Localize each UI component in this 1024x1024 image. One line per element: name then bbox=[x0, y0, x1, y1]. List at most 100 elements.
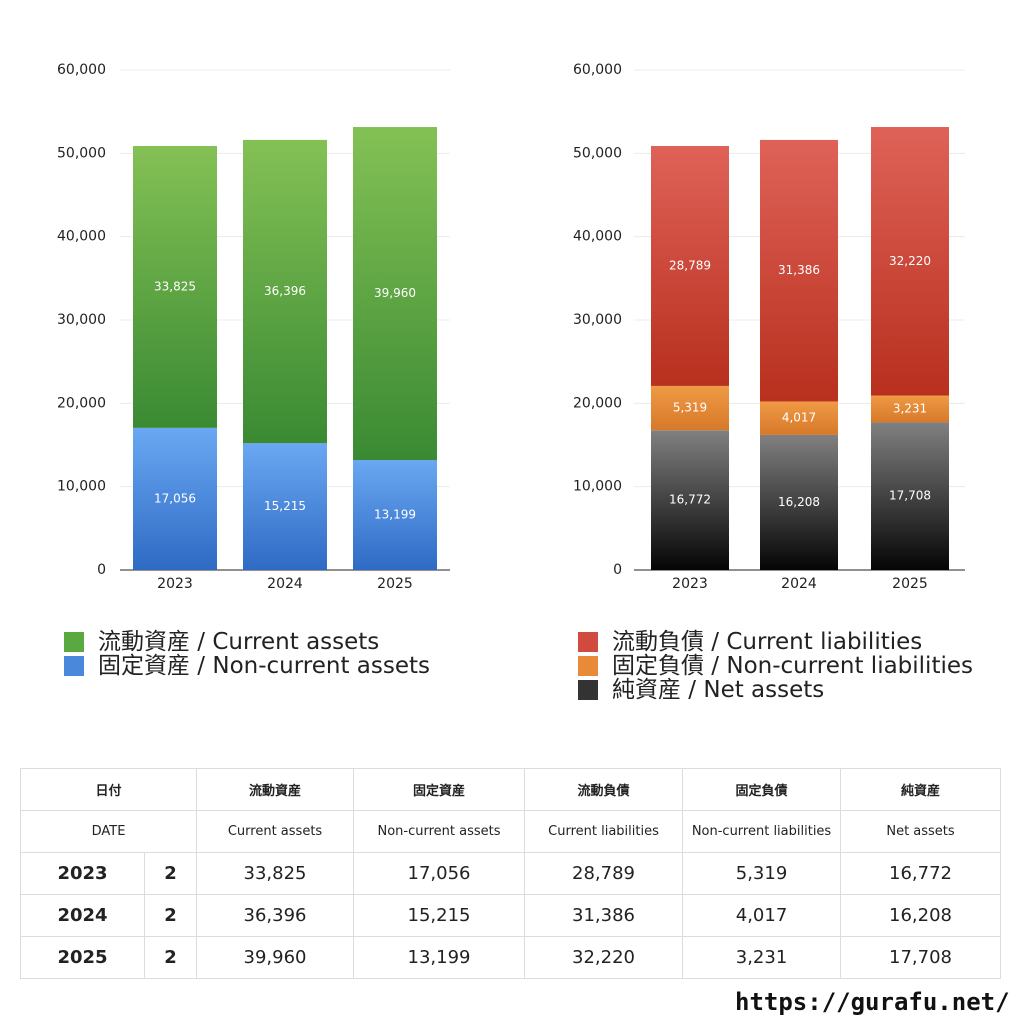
header-cell: Non-current assets bbox=[353, 810, 526, 853]
table-row: 2025 2 39,960 13,199 32,220 3,231 17,708 bbox=[20, 936, 1002, 979]
header-cell: 流動資産 bbox=[196, 768, 355, 811]
bar-segment bbox=[651, 385, 729, 431]
table-cell: 28,789 bbox=[524, 852, 684, 895]
bar-value-label: 36,396 bbox=[264, 284, 306, 298]
legend-swatch-current-liabilities bbox=[578, 632, 598, 652]
legend-swatch-non-current-assets bbox=[64, 656, 84, 676]
header-cell: 固定資産 bbox=[353, 768, 526, 811]
bar-segment bbox=[353, 127, 437, 461]
table-cell: 31,386 bbox=[524, 894, 684, 937]
bar-value-label: 16,772 bbox=[669, 493, 711, 507]
bar-value-label: 31,386 bbox=[778, 263, 820, 277]
legend-label: 流動資産 / Current assets bbox=[98, 629, 380, 655]
bar-value-label: 16,208 bbox=[778, 495, 820, 509]
table-cell: 16,208 bbox=[840, 894, 1002, 937]
legend-label: 流動負債 / Current liabilities bbox=[612, 629, 923, 655]
y-tick-label: 0 bbox=[613, 562, 622, 578]
legend-item: 流動負債 / Current liabilities bbox=[578, 630, 973, 654]
table-row: 2024 2 36,396 15,215 31,386 4,017 16,208 bbox=[20, 894, 1002, 937]
table-cell: 16,772 bbox=[840, 852, 1002, 895]
header-cell: 純資産 bbox=[840, 768, 1002, 811]
y-tick-label: 40,000 bbox=[57, 229, 106, 245]
header-cell: DATE bbox=[19, 810, 198, 853]
y-tick-label: 60,000 bbox=[573, 62, 622, 78]
bar-value-label: 32,220 bbox=[889, 254, 931, 268]
bar-value-label: 33,825 bbox=[154, 279, 196, 293]
site-url[interactable]: https://gurafu.net/ bbox=[735, 988, 1010, 1016]
header-cell: Net assets bbox=[840, 810, 1002, 853]
y-tick-label: 50,000 bbox=[573, 145, 622, 161]
bar-segment bbox=[760, 434, 838, 570]
legend-label: 純資産 / Net assets bbox=[612, 677, 825, 703]
liabilities-legend: 流動負債 / Current liabilities 固定負債 / Non-cu… bbox=[578, 630, 973, 702]
bar-value-label: 3,231 bbox=[893, 401, 927, 415]
x-tick-label: 2025 bbox=[377, 576, 413, 592]
x-tick-label: 2024 bbox=[267, 576, 303, 592]
bar-value-label: 15,215 bbox=[264, 499, 306, 513]
bar-value-label: 5,319 bbox=[673, 401, 707, 415]
data-table: 日付 流動資産 固定資産 流動負債 固定負債 純資産 DATE Current … bbox=[19, 768, 1002, 979]
bar-value-label: 4,017 bbox=[782, 411, 816, 425]
bar-segment bbox=[353, 460, 437, 570]
table-row: 2023 2 33,825 17,056 28,789 5,319 16,772 bbox=[20, 852, 1002, 895]
table-cell: 36,396 bbox=[196, 894, 355, 937]
bar-value-label: 17,708 bbox=[889, 489, 931, 503]
table-cell: 13,199 bbox=[353, 936, 526, 979]
count-cell: 2 bbox=[143, 936, 198, 979]
count-cell: 2 bbox=[143, 852, 198, 895]
table-cell: 39,960 bbox=[196, 936, 355, 979]
liabilities-chart: 0 10,000 20,000 30,000 40,000 50,000 60,000 16,… bbox=[573, 62, 965, 592]
x-tick-label: 2023 bbox=[672, 576, 708, 592]
bar-segment bbox=[871, 422, 949, 570]
x-tick-label: 2025 bbox=[892, 576, 928, 592]
header-cell: Current liabilities bbox=[524, 810, 684, 853]
table-cell: 17,056 bbox=[353, 852, 526, 895]
bar-segment bbox=[133, 145, 217, 428]
bar-segment bbox=[243, 443, 327, 570]
table-cell: 4,017 bbox=[682, 894, 842, 937]
bar-segment bbox=[651, 430, 729, 570]
bar-segment bbox=[871, 127, 949, 396]
table-subheader-row: DATE Current assets Non-current assets C… bbox=[19, 810, 1002, 853]
legend-item: 固定資産 / Non-current assets bbox=[64, 654, 430, 678]
y-tick-label: 20,000 bbox=[573, 395, 622, 411]
table-cell: 32,220 bbox=[524, 936, 684, 979]
legend-label: 固定資産 / Non-current assets bbox=[98, 653, 431, 679]
y-tick-label: 10,000 bbox=[57, 479, 106, 495]
header-cell: 流動負債 bbox=[524, 768, 684, 811]
bar-value-label: 39,960 bbox=[374, 286, 416, 300]
y-tick-label: 60,000 bbox=[57, 62, 106, 78]
legend-swatch-current-assets bbox=[64, 632, 84, 652]
count-cell: 2 bbox=[143, 894, 198, 937]
assets-legend: 流動資産 / Current assets 固定資産 / Non-current… bbox=[64, 630, 430, 678]
bar-value-label: 17,056 bbox=[154, 491, 196, 505]
x-tick-label: 2023 bbox=[157, 576, 193, 592]
legend-label: 固定負債 / Non-current liabilities bbox=[612, 653, 973, 679]
year-cell: 2023 bbox=[20, 852, 145, 895]
header-cell: 固定負債 bbox=[682, 768, 842, 811]
table-header-row: 日付 流動資産 固定資産 流動負債 固定負債 純資産 bbox=[19, 768, 1002, 811]
year-cell: 2025 bbox=[20, 936, 145, 979]
y-tick-label: 0 bbox=[97, 562, 106, 578]
legend-swatch-net-assets bbox=[578, 680, 598, 700]
x-tick-label: 2024 bbox=[781, 576, 817, 592]
table-cell: 5,319 bbox=[682, 852, 842, 895]
header-cell: Non-current liabilities bbox=[682, 810, 842, 853]
bar-value-label: 13,199 bbox=[374, 508, 416, 522]
y-tick-label: 30,000 bbox=[57, 312, 106, 328]
y-tick-label: 50,000 bbox=[57, 145, 106, 161]
bar-segment bbox=[651, 146, 729, 386]
table-cell: 17,708 bbox=[840, 936, 1002, 979]
y-tick-label: 30,000 bbox=[573, 312, 622, 328]
legend-swatch-non-current-liabilities bbox=[578, 656, 598, 676]
year-cell: 2024 bbox=[20, 894, 145, 937]
bar-value-label: 28,789 bbox=[669, 258, 711, 272]
bar-segment bbox=[133, 427, 217, 570]
bar-segment bbox=[871, 395, 949, 423]
table-cell: 3,231 bbox=[682, 936, 842, 979]
table-cell: 15,215 bbox=[353, 894, 526, 937]
legend-item: 流動資産 / Current assets bbox=[64, 630, 430, 654]
bar-segment bbox=[760, 139, 838, 402]
header-cell: 日付 bbox=[19, 768, 198, 811]
bar-segment bbox=[243, 139, 327, 444]
